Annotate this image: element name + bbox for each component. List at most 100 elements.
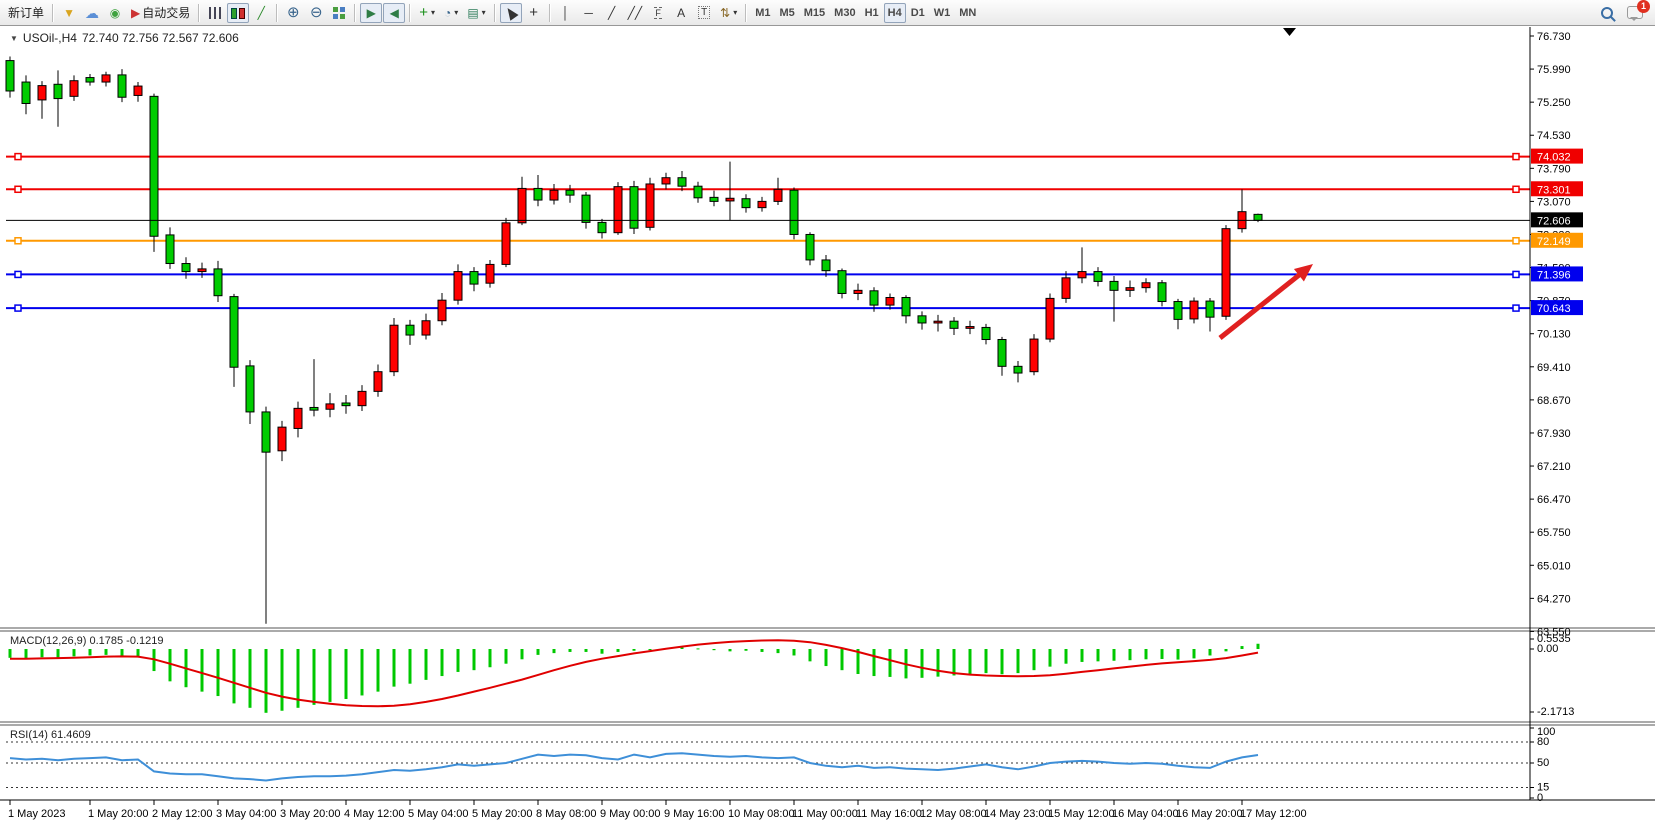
- line-handle[interactable]: [14, 185, 22, 194]
- hline-button[interactable]: ─: [578, 3, 600, 23]
- timeframe-label: M5: [779, 6, 795, 19]
- bar-chart-button[interactable]: [204, 3, 226, 23]
- trend-arrow-annotation[interactable]: [1218, 270, 1304, 340]
- new-order-button-label: 新订单: [8, 6, 45, 20]
- toolbar-separator: [493, 3, 496, 22]
- textT-icon: T: [698, 6, 711, 19]
- templates-button[interactable]: ▤ ▾: [463, 3, 489, 23]
- zoomout-icon: ⊖: [309, 4, 323, 21]
- rsi-line: [9, 752, 1259, 782]
- timeframe-m15-button[interactable]: M15: [800, 3, 829, 23]
- trend-icon: ╱: [608, 5, 616, 20]
- price-badge-label: 74.032: [1537, 152, 1571, 164]
- timeframe-w1-button[interactable]: W1: [930, 3, 955, 23]
- time-tick-label: 5 May 04:00: [408, 808, 469, 820]
- timeframe-h4-button[interactable]: H4: [883, 2, 906, 23]
- signal-icon: ◉: [109, 5, 121, 20]
- zoom-out-button[interactable]: ⊖: [305, 3, 327, 23]
- price-tick-label: 68.670: [1537, 395, 1571, 407]
- macd-axis-label: 0.5535: [1537, 633, 1571, 645]
- time-tick-label: 9 May 16:00: [664, 808, 725, 820]
- vline-button[interactable]: │: [555, 3, 577, 23]
- line-chart-button[interactable]: ╱: [250, 3, 272, 23]
- price-tick-label: 76.730: [1537, 31, 1571, 43]
- cursor-icon: [503, 4, 519, 21]
- label-button[interactable]: T: [693, 3, 715, 23]
- line-handle[interactable]: [14, 152, 22, 161]
- trend-arrow-head: [1293, 264, 1313, 282]
- shapes-button[interactable]: ⇅ ▾: [716, 3, 741, 23]
- timeframe-d1-button[interactable]: D1: [907, 3, 929, 23]
- periods-button[interactable]: ◔ ▾: [440, 3, 462, 23]
- fibo-icon: F: [654, 6, 662, 19]
- timeframe-label: M30: [834, 6, 856, 19]
- auto-scroll-button[interactable]: ▶: [360, 2, 383, 23]
- price-tick-label: 70.130: [1537, 329, 1571, 341]
- toolbar: 新订单 ▼ ☁ ◉ ▶ 自动交易 ╱ ⊕ ⊖ ▶ ◀ + ▾ ◔ ▾ ▤ ▾ + │ ─ ╱ ╱╱ F A T ⇅ ▾ M1 M5 M15…: [0, 0, 1655, 26]
- toolbar-separator: [52, 3, 55, 22]
- timeframe-mn-button[interactable]: MN: [955, 3, 980, 23]
- timeframe-m5-button[interactable]: M5: [775, 3, 798, 23]
- search-button[interactable]: [1596, 3, 1618, 23]
- timeframe-label: H1: [864, 6, 879, 19]
- market-watch-button[interactable]: ▼: [58, 3, 80, 23]
- collapse-arrow-icon[interactable]: ▼: [10, 33, 18, 43]
- chart-shift-marker-icon[interactable]: [1283, 28, 1296, 36]
- line-handle[interactable]: [1512, 237, 1520, 245]
- line-handle[interactable]: [1512, 304, 1520, 312]
- ohlc-values: 72.740 72.756 72.567 72.606: [81, 31, 239, 45]
- time-tick-label: 1 May 20:00: [88, 808, 149, 820]
- time-tick-label: 5 May 20:00: [472, 808, 533, 820]
- tiles-icon: [332, 6, 338, 12]
- trendline-button[interactable]: ╱: [601, 3, 623, 23]
- tile-windows-button[interactable]: [328, 3, 350, 23]
- toolbar-separator: [745, 3, 748, 22]
- line-handle[interactable]: [14, 304, 22, 312]
- time-tick-label: 9 May 00:00: [600, 808, 661, 820]
- line-handle[interactable]: [14, 237, 22, 245]
- timeframe-m1-button[interactable]: M1: [751, 3, 774, 23]
- fibonacci-button[interactable]: F: [647, 3, 669, 23]
- hline-icon: ─: [584, 5, 593, 20]
- data-window-button[interactable]: ◉: [104, 3, 126, 23]
- candles-icon: [231, 5, 246, 21]
- toolbar-separator: [354, 3, 357, 22]
- autoscroll-icon: ▶: [366, 5, 376, 20]
- line-handle[interactable]: [1512, 152, 1520, 161]
- zoom-in-button[interactable]: ⊕: [282, 3, 304, 23]
- time-tick-label: 11 May 16:00: [856, 808, 922, 820]
- indicators-button[interactable]: + ▾: [415, 3, 439, 23]
- clock-icon: ◔: [444, 5, 452, 20]
- channel-button[interactable]: ╱╱: [624, 3, 646, 23]
- line-handle[interactable]: [14, 270, 22, 279]
- autotrading-button[interactable]: ▶ 自动交易: [127, 3, 194, 23]
- timeframe-h1-button[interactable]: H1: [861, 3, 883, 23]
- macd-indicator-label: MACD(12,26,9) 0.1785 -0.1219: [10, 635, 164, 647]
- price-badge: [1531, 300, 1583, 316]
- crosshair-button[interactable]: +: [523, 3, 545, 23]
- line-handle[interactable]: [1512, 185, 1520, 194]
- new-order-button[interactable]: 新订单: [4, 3, 48, 23]
- play-icon: ▶: [131, 5, 141, 20]
- macd-axis-label: 0.00: [1537, 643, 1558, 655]
- chevron-down-icon: ▾: [481, 8, 486, 17]
- overlay-layer: [6, 28, 1530, 340]
- cursor-button[interactable]: [499, 2, 522, 23]
- funnel-icon: ▼: [63, 5, 75, 20]
- navigator-button[interactable]: ☁: [81, 3, 103, 23]
- channel-icon: ╱╱: [627, 5, 643, 20]
- text-button[interactable]: A: [670, 3, 692, 23]
- chart-canvas[interactable]: 76.73075.99075.25074.53073.79073.07072.3…: [0, 26, 1655, 830]
- chevron-down-icon: ▾: [733, 8, 738, 17]
- price-axis[interactable]: 76.73075.99075.25074.53073.79073.07072.3…: [1529, 27, 1583, 804]
- line-handle[interactable]: [1512, 270, 1520, 279]
- notification-badge: 1: [1637, 0, 1650, 13]
- candle-chart-button[interactable]: [227, 2, 250, 23]
- chat-button[interactable]: 1: [1623, 0, 1650, 23]
- chart-shift-button[interactable]: ◀: [383, 2, 406, 23]
- timeframe-m30-button[interactable]: M30: [830, 3, 859, 23]
- crosshair-icon: +: [529, 4, 539, 21]
- time-axis[interactable]: 1 May 2023 1 May 20:00 2 May 12:00 3 May 04…: [8, 800, 1307, 820]
- price-tick-label: 65.010: [1537, 560, 1571, 572]
